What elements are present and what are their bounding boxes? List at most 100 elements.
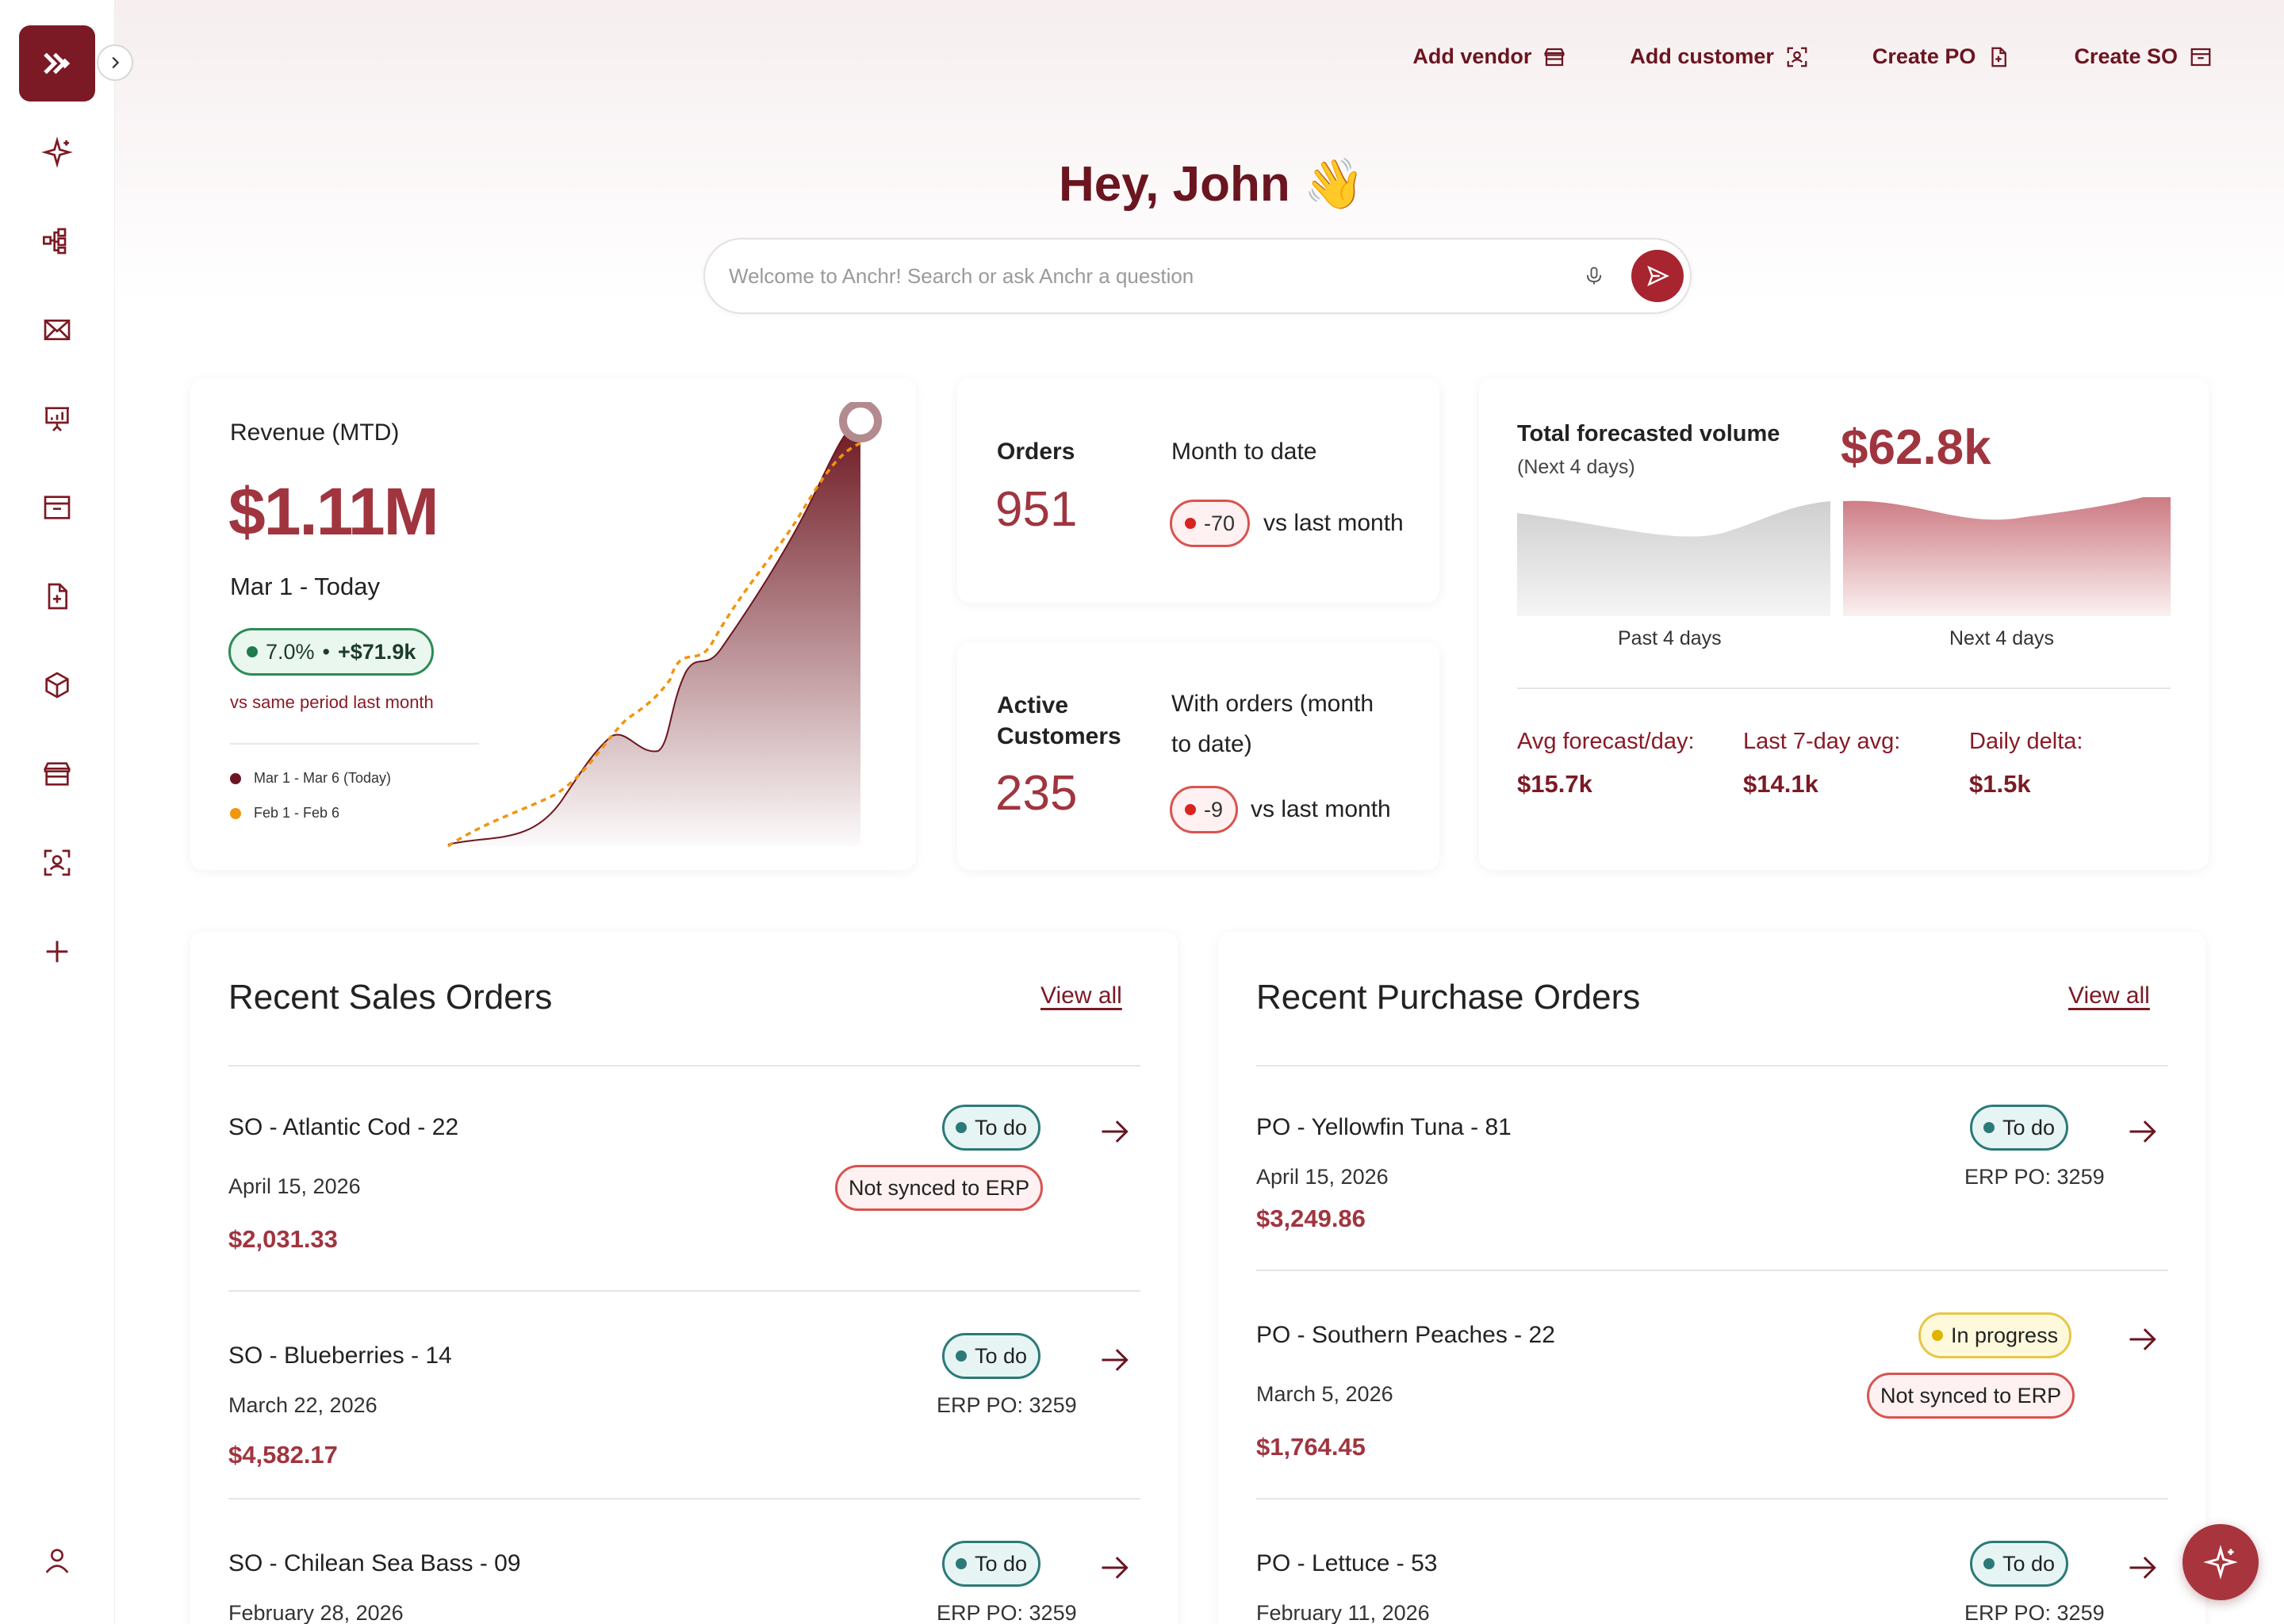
divider xyxy=(228,1290,1140,1292)
orders-vs-text: vs last month xyxy=(1263,510,1404,536)
revenue-card: Revenue (MTD) $1.11M Mar 1 - Today 7.0% … xyxy=(190,378,916,870)
add-vendor-button[interactable]: Add vendor xyxy=(1412,44,1566,69)
purchase-section-title: Recent Purchase Orders xyxy=(1256,978,1641,1017)
revenue-chart xyxy=(447,402,882,848)
nav-customers[interactable] xyxy=(33,839,81,887)
greeting-heading: Hey, John 👋 xyxy=(1059,157,1366,212)
nav-vendors[interactable] xyxy=(33,750,81,798)
orders-period: Month to date xyxy=(1171,439,1317,465)
send-button[interactable] xyxy=(1631,250,1684,302)
nav-assistant[interactable] xyxy=(33,128,81,176)
recent-sales-orders-panel: Recent Sales Orders View all SO - Atlant… xyxy=(190,932,1178,1624)
nav-sales-orders[interactable] xyxy=(33,484,81,531)
logo[interactable] xyxy=(19,25,95,102)
order-title: PO - Yellowfin Tuna - 81 xyxy=(1256,1114,1512,1140)
legend-dot xyxy=(230,772,241,784)
revenue-compare-text: vs same period last month xyxy=(230,692,434,712)
customers-label: Active Customers xyxy=(997,692,1121,749)
status-badge: To do xyxy=(942,1541,1041,1587)
status-label: To do xyxy=(975,1115,1028,1139)
customers-value: 235 xyxy=(995,766,1078,821)
sales-order-row[interactable]: SO - Atlantic Cod - 22 April 15, 2026 $2… xyxy=(228,1105,1140,1304)
current-point-marker[interactable] xyxy=(839,402,882,442)
cube-icon xyxy=(45,672,69,699)
erp-po-number: ERP PO: 3259 xyxy=(937,1601,1077,1624)
add-customer-label: Add customer xyxy=(1630,44,1774,68)
search-input[interactable] xyxy=(729,263,1574,289)
nav-products[interactable] xyxy=(33,661,81,709)
user-scan-icon xyxy=(1787,47,1807,67)
divider xyxy=(228,1498,1140,1500)
status-badge: To do xyxy=(1970,1541,2069,1587)
status-label: In progress xyxy=(1951,1323,2059,1347)
nav-purchase-orders[interactable] xyxy=(33,573,81,620)
user-icon xyxy=(45,1549,69,1573)
add-vendor-label: Add vendor xyxy=(1412,44,1532,68)
quick-actions: Add vendor Add customer Create PO Create… xyxy=(1412,44,2213,69)
status-dot xyxy=(956,1122,967,1133)
arrow-right-icon[interactable] xyxy=(1098,1114,1132,1149)
create-so-button[interactable]: Create SO xyxy=(2074,44,2213,69)
orders-value: 951 xyxy=(995,482,1078,537)
status-dot xyxy=(1983,1122,1995,1133)
nav-reports[interactable] xyxy=(33,395,81,442)
revenue-value: $1.11M xyxy=(228,474,439,549)
sales-order-row[interactable]: SO - Chilean Sea Bass - 09 February 28, … xyxy=(228,1541,1140,1624)
order-title: SO - Chilean Sea Bass - 09 xyxy=(228,1550,521,1576)
purchase-order-row[interactable]: PO - Lettuce - 53 February 11, 2026 To d… xyxy=(1256,1541,2168,1624)
profile-button[interactable] xyxy=(33,1537,81,1584)
avg-forecast-label: Avg forecast/day: xyxy=(1517,729,1695,754)
divider xyxy=(1517,688,2171,689)
forecast-value: $62.8k xyxy=(1841,420,1991,475)
sync-badge: Not synced to ERP xyxy=(835,1165,1044,1211)
forecast-card: Total forecasted volume (Next 4 days) $6… xyxy=(1479,378,2209,870)
nav-workflows[interactable] xyxy=(33,217,81,265)
status-dot xyxy=(1932,1330,1943,1341)
daily-delta-value: $1.5k xyxy=(1969,770,2031,798)
arrow-right-icon[interactable] xyxy=(1098,1342,1132,1377)
divider xyxy=(228,1065,1140,1067)
arrow-right-icon[interactable] xyxy=(2125,1322,2160,1357)
customers-delta-badge: -9 xyxy=(1170,786,1239,833)
purchase-order-row[interactable]: PO - Southern Peaches - 22 March 5, 2026… xyxy=(1256,1312,2168,1496)
create-po-label: Create PO xyxy=(1872,44,1976,68)
revenue-line-current xyxy=(447,417,861,845)
status-badge: To do xyxy=(1970,1105,2069,1151)
file-plus-icon xyxy=(48,583,67,610)
last7-avg-value: $14.1k xyxy=(1743,770,1818,798)
order-title: PO - Lettuce - 53 xyxy=(1256,1550,1438,1576)
legend-previous: Feb 1 - Feb 6 xyxy=(230,805,339,822)
order-amount: $3,249.86 xyxy=(1256,1205,1366,1232)
sales-view-all-link[interactable]: View all xyxy=(1040,982,1122,1009)
order-amount: $2,031.33 xyxy=(228,1225,338,1253)
status-badge: To do xyxy=(942,1333,1041,1379)
separator: • xyxy=(322,639,330,664)
arrow-right-icon[interactable] xyxy=(2125,1550,2160,1585)
arrow-right-icon[interactable] xyxy=(1098,1550,1132,1585)
divider xyxy=(230,743,479,745)
create-po-button[interactable]: Create PO xyxy=(1872,44,2011,69)
customers-period: With orders (month to date) xyxy=(1171,691,1374,757)
legend-previous-label: Feb 1 - Feb 6 xyxy=(254,805,340,821)
expand-sidebar-button[interactable] xyxy=(97,44,133,81)
customers-vs-text: vs last month xyxy=(1251,796,1391,822)
order-date: February 11, 2026 xyxy=(1256,1601,1430,1624)
purchase-view-all-link[interactable]: View all xyxy=(2068,982,2150,1009)
workflow-icon xyxy=(43,228,67,255)
main-content: Add vendor Add customer Create PO Create… xyxy=(115,0,2284,1624)
add-customer-button[interactable]: Add customer xyxy=(1630,44,1809,69)
voice-input-button[interactable] xyxy=(1574,256,1614,296)
plus-icon xyxy=(46,940,68,963)
arrow-right-icon[interactable] xyxy=(2125,1114,2160,1149)
nav-add[interactable] xyxy=(33,928,81,975)
divider xyxy=(1256,1498,2168,1500)
ai-assistant-fab[interactable] xyxy=(2182,1524,2259,1600)
store-icon xyxy=(43,762,71,786)
order-amount: $1,764.45 xyxy=(1256,1433,1366,1461)
sales-order-row[interactable]: SO - Blueberries - 14 March 22, 2026 $4,… xyxy=(228,1333,1140,1501)
nav-inbox[interactable] xyxy=(33,306,81,354)
create-so-label: Create SO xyxy=(2074,44,2178,68)
purchase-order-row[interactable]: PO - Yellowfin Tuna - 81 April 15, 2026 … xyxy=(1256,1105,2168,1273)
mail-icon xyxy=(44,320,71,340)
file-plus-icon xyxy=(1991,47,2007,67)
